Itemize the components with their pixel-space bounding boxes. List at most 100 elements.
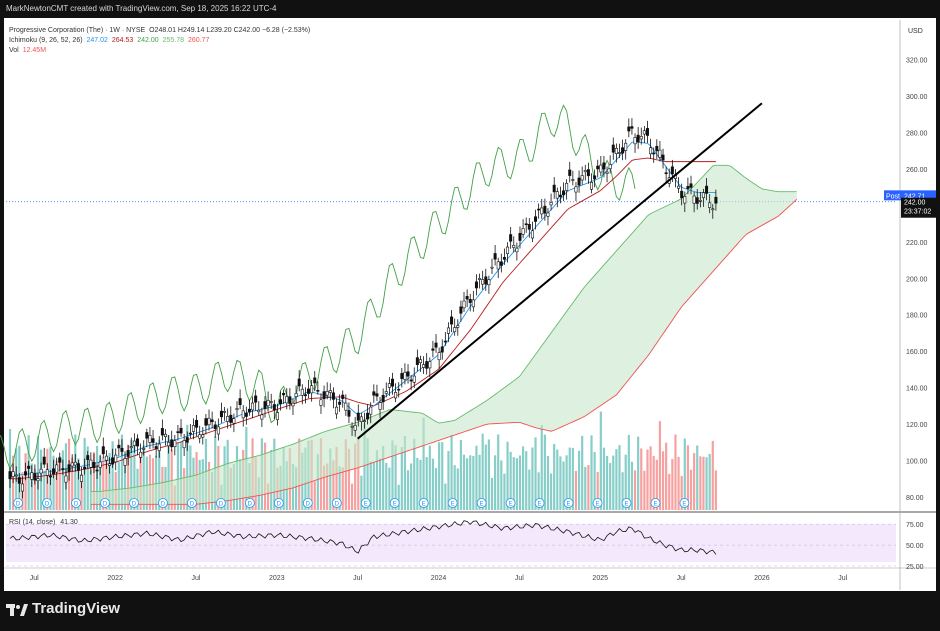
- legend-symbol-row: Progressive Corporation (The) · 1W · NYS…: [9, 26, 310, 36]
- candle-body: [422, 364, 426, 368]
- candle-body: [307, 388, 311, 394]
- candle-body: [70, 462, 74, 467]
- volume-bar: [574, 470, 578, 510]
- earnings-marker: [418, 498, 429, 508]
- candle-body: [263, 401, 267, 410]
- candle-body: [300, 388, 304, 396]
- price-tick-label: 260.00: [906, 167, 928, 174]
- candle-body: [347, 410, 351, 417]
- candle-body: [617, 152, 621, 154]
- volume-bar: [680, 475, 683, 510]
- volume-bar: [497, 434, 500, 510]
- brand[interactable]: TradingView: [6, 600, 120, 617]
- candle-body: [145, 432, 149, 439]
- candle-body: [695, 197, 699, 204]
- candle-body: [655, 145, 659, 152]
- volume-bar: [422, 417, 425, 510]
- volume-bar: [652, 455, 655, 510]
- volume-bar: [453, 465, 456, 510]
- dividend-marker: [244, 498, 255, 508]
- volume-bar: [294, 467, 298, 510]
- event-marker-glyph: D: [132, 501, 137, 507]
- volume-bar: [562, 461, 565, 510]
- volume-bar: [621, 472, 624, 510]
- volume-bar: [677, 456, 680, 510]
- volume-bar: [406, 470, 410, 510]
- candle-body: [412, 375, 416, 383]
- candle-body: [291, 402, 295, 407]
- time-tick-label: Jul: [353, 575, 362, 582]
- dividend-marker: [187, 498, 197, 508]
- candle-body: [353, 425, 357, 431]
- candle-body: [590, 181, 594, 190]
- candle-body: [126, 450, 130, 457]
- candle-body: [652, 152, 656, 155]
- last-price-tag-bg: [901, 197, 936, 218]
- candle-body: [170, 439, 174, 448]
- candle-body: [390, 378, 394, 387]
- volume-bar: [602, 447, 606, 510]
- volume-bar: [503, 473, 506, 510]
- volume-bar: [86, 446, 89, 510]
- candle-body: [378, 402, 382, 410]
- volume-bar: [674, 434, 677, 510]
- volume-bar: [490, 477, 494, 510]
- volume-bar: [521, 446, 525, 510]
- volume-bar: [661, 451, 665, 510]
- earnings-marker: [592, 498, 603, 508]
- candle-body: [484, 276, 488, 285]
- candle-body: [465, 296, 469, 300]
- volume-bar: [111, 441, 114, 510]
- earnings-marker: [360, 498, 371, 508]
- candle-body: [372, 391, 376, 396]
- volume-bar: [438, 442, 441, 510]
- volume-bar: [450, 434, 453, 510]
- dividend-marker: [42, 498, 52, 508]
- candle-body: [111, 457, 115, 465]
- volume-bar: [649, 446, 652, 510]
- time-tick-label: 2026: [754, 575, 770, 582]
- volume-bar: [24, 453, 27, 510]
- candle-body: [251, 402, 255, 411]
- volume-bar: [378, 458, 382, 510]
- candle-body: [216, 426, 220, 435]
- candle-body: [661, 154, 665, 161]
- volume-bar: [584, 466, 587, 510]
- trendline: [357, 102, 763, 440]
- candle-body: [611, 144, 615, 153]
- event-marker-glyph: D: [16, 501, 21, 507]
- earnings-marker: [563, 498, 574, 508]
- candle-body: [645, 128, 649, 136]
- volume-bar: [105, 457, 108, 510]
- candle-body: [148, 434, 152, 443]
- candle-body: [266, 400, 270, 407]
- event-marker-glyph: E: [538, 501, 542, 507]
- volume-bar: [658, 421, 662, 510]
- volume-bar: [500, 460, 503, 510]
- time-tick-label: Jul: [838, 575, 847, 582]
- candle-body: [596, 165, 600, 170]
- volume-bar: [388, 467, 391, 510]
- candle-body: [406, 371, 410, 377]
- volume-bar: [577, 450, 581, 510]
- candle-body: [182, 440, 186, 449]
- dividend-marker: [273, 498, 284, 508]
- volume-bar: [546, 455, 550, 510]
- candle-body: [496, 261, 500, 270]
- volume-bar: [326, 463, 329, 510]
- kijun-line: [10, 157, 716, 480]
- candle-body: [341, 394, 345, 399]
- candle-body: [425, 361, 429, 369]
- candle-body: [207, 417, 211, 426]
- candle-body: [201, 434, 205, 438]
- volume-bar: [528, 469, 531, 510]
- volume-bar: [655, 459, 658, 510]
- volume-bar: [705, 457, 708, 510]
- candle-body: [80, 474, 84, 482]
- volume-bar: [456, 468, 459, 510]
- candle-body: [198, 434, 202, 439]
- event-marker-glyph: E: [480, 501, 484, 507]
- candle-body: [92, 462, 96, 469]
- volume-bar: [693, 453, 696, 510]
